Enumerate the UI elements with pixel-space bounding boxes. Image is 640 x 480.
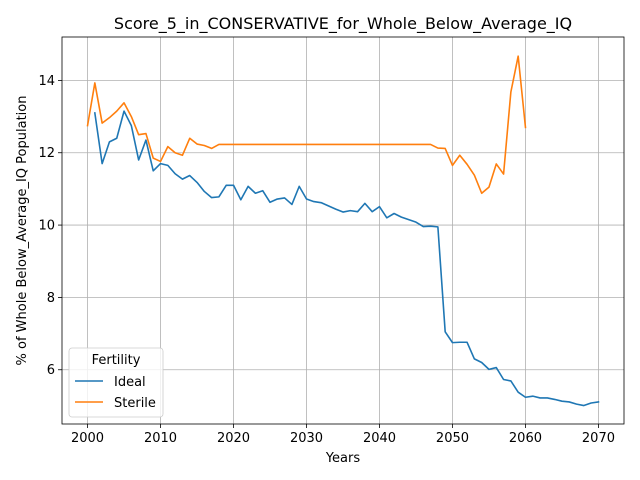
x-axis-label: Years	[325, 451, 361, 466]
series-lines	[86, 55, 600, 407]
y-tick-label: 14	[38, 74, 55, 89]
legend-label-sterile: Sterile	[114, 396, 156, 411]
x-tick-label: 2020	[217, 431, 250, 446]
x-tick-label: 2000	[71, 431, 104, 446]
y-tick-label: 8	[47, 291, 55, 306]
x-tick-label: 2010	[144, 431, 177, 446]
x-tick-label: 2060	[509, 431, 542, 446]
x-axis-ticks: 2000 2010 2020 2030 2040 2050 2060 2070	[71, 424, 615, 446]
y-axis-label: % of Whole Below_Average_IQ Population	[15, 96, 30, 366]
x-tick-label: 2040	[363, 431, 396, 446]
y-axis-ticks: 6 8 10 12 14	[38, 74, 62, 378]
legend: Fertility Ideal Sterile	[68, 347, 164, 418]
plot-frame	[61, 36, 625, 425]
legend-box	[68, 347, 164, 418]
series-line-ideal	[93, 110, 600, 407]
y-tick-label: 10	[38, 219, 55, 234]
series-line-sterile	[86, 55, 527, 195]
y-tick-label: 12	[38, 146, 55, 161]
x-tick-label: 2030	[290, 431, 323, 446]
legend-label-ideal: Ideal	[114, 375, 146, 390]
x-tick-label: 2050	[436, 431, 469, 446]
x-tick-label: 2070	[582, 431, 615, 446]
legend-title: Fertility	[92, 353, 141, 368]
chart-title: Score_5_in_CONSERVATIVE_for_Whole_Below_…	[114, 14, 572, 34]
y-tick-label: 6	[47, 363, 55, 378]
